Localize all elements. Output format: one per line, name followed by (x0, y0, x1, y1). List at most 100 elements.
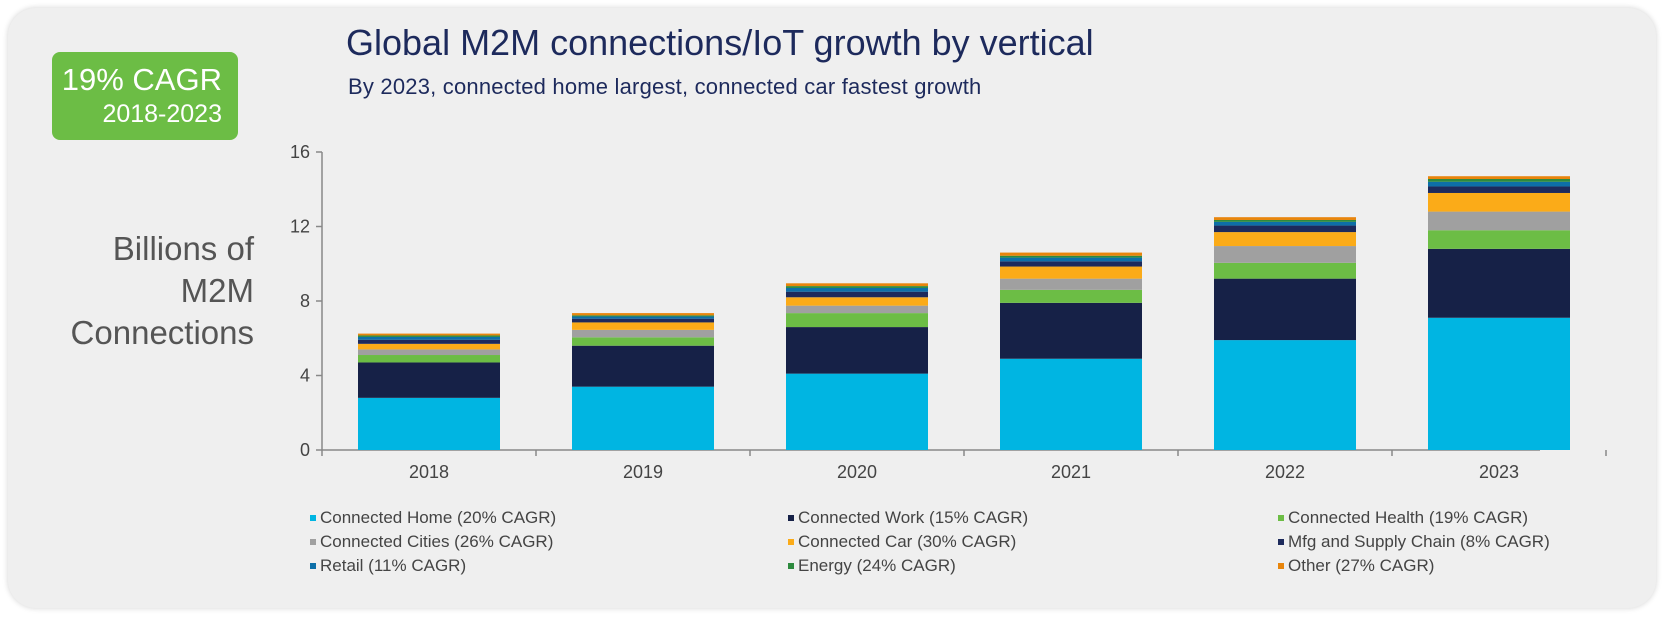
x-tick-label: 2022 (1265, 462, 1305, 482)
bar-segment (1428, 179, 1570, 182)
bar-segment (1000, 302, 1142, 359)
bar-segment (1428, 181, 1570, 187)
legend-swatch (788, 563, 794, 569)
legend-item: Connected Health (19% CAGR) (1278, 508, 1528, 528)
bar-segment (572, 316, 714, 319)
legend-swatch (1278, 539, 1284, 545)
bar-segment (1214, 219, 1356, 222)
legend-label: Connected Home (20% CAGR) (320, 508, 557, 527)
legend-label: Energy (24% CAGR) (798, 556, 956, 575)
bar-segment (786, 313, 928, 328)
legend-item: Connected Home (20% CAGR) (310, 508, 556, 528)
legend-label: Mfg and Supply Chain (8% CAGR) (1288, 532, 1550, 551)
bar-segment (786, 327, 928, 374)
cagr-badge: 19% CAGR 2018-2023 (52, 52, 238, 140)
bar-segment (1428, 317, 1570, 450)
bar-segment (572, 345, 714, 387)
bar-segment (572, 322, 714, 330)
bar-segment (358, 343, 500, 350)
bar-segment (572, 386, 714, 450)
legend-label: Connected Health (19% CAGR) (1288, 508, 1529, 527)
y-tick-label: 0 (300, 440, 310, 460)
x-tick-label: 2023 (1479, 462, 1519, 482)
bar-segment (1428, 176, 1570, 180)
bar-segment (786, 305, 928, 314)
legend-item: Energy (24% CAGR) (788, 556, 956, 576)
bar-segment (786, 297, 928, 306)
legend-item: Retail (11% CAGR) (310, 556, 466, 576)
bar-segment (1214, 340, 1356, 450)
legend-swatch (1278, 563, 1284, 569)
y-tick-label: 12 (290, 217, 310, 237)
legend-label: Connected Car (30% CAGR) (798, 532, 1017, 551)
bar-segment (1214, 221, 1356, 226)
bar-segment (358, 333, 500, 336)
bar-segment (1000, 358, 1142, 450)
legend-swatch (788, 539, 794, 545)
x-tick-label: 2019 (623, 462, 663, 482)
bar-segment (786, 283, 928, 287)
bar-segment (1000, 257, 1142, 262)
bar-segment (1214, 217, 1356, 220)
bar-segment (1428, 230, 1570, 249)
legend-swatch (1278, 515, 1284, 521)
bar-segment (358, 349, 500, 356)
legend-label: Other (27% CAGR) (1288, 556, 1435, 575)
bar-segment (358, 335, 500, 337)
bar-segment (572, 315, 714, 317)
bar-segment (1000, 278, 1142, 290)
legend-item: Connected Car (30% CAGR) (788, 532, 1016, 552)
bar-segment (1214, 278, 1356, 341)
bar-segment (1428, 192, 1570, 212)
bar-segment (358, 339, 500, 344)
legend-label: Connected Cities (26% CAGR) (320, 532, 554, 551)
bar-segment (358, 336, 500, 340)
bar-segment (1000, 252, 1142, 256)
bar-segment (572, 337, 714, 346)
y-tick-label: 4 (300, 366, 310, 386)
y-axis-label-line-3: Connections (70, 314, 254, 351)
bar-segment (1000, 266, 1142, 279)
bar-segment (1428, 186, 1570, 193)
bar-segment (786, 286, 928, 288)
legend-item: Connected Work (15% CAGR) (788, 508, 1028, 528)
bar-segment (358, 397, 500, 450)
cagr-period: 2018-2023 (102, 100, 222, 128)
bar-segment (1214, 262, 1356, 279)
legend-label: Retail (11% CAGR) (320, 556, 467, 575)
bar-segment (786, 291, 928, 298)
bar-segment (1428, 248, 1570, 318)
bar-segment (1000, 289, 1142, 303)
cagr-value: 19% CAGR (61, 62, 222, 97)
y-tick-label: 8 (300, 291, 310, 311)
bar-segment (358, 362, 500, 398)
legend-swatch (310, 515, 316, 521)
y-axis-label-line-2: M2M (180, 272, 254, 309)
x-tick-label: 2020 (837, 462, 877, 482)
bar-segment (1000, 261, 1142, 267)
legend-item: Mfg and Supply Chain (8% CAGR) (1278, 532, 1550, 552)
bar-segment (786, 287, 928, 292)
chart-legend: Connected Home (20% CAGR) Connected Work … (310, 508, 1630, 598)
legend-item: Connected Cities (26% CAGR) (310, 532, 553, 552)
bar-segment (786, 373, 928, 450)
bar-segment (572, 329, 714, 338)
chart-title: Global M2M connections/IoT growth by ver… (346, 22, 1094, 63)
legend-label: Connected Work (15% CAGR) (798, 508, 1029, 527)
bar-segment (572, 313, 714, 316)
legend-swatch (310, 563, 316, 569)
chart-subtitle: By 2023, connected home largest, connect… (348, 74, 982, 99)
bar-segment (1000, 255, 1142, 258)
y-axis-label-line-1: Billions of (112, 230, 254, 267)
bar-segment (1214, 246, 1356, 263)
x-tick-label: 2021 (1051, 462, 1091, 482)
bar-segment (358, 355, 500, 363)
legend-swatch (788, 515, 794, 521)
bar-segment (1214, 232, 1356, 247)
bar-segment (1214, 225, 1356, 233)
bar-segment (1428, 211, 1570, 231)
legend-item: Other (27% CAGR) (1278, 556, 1434, 576)
bar-segment (572, 318, 714, 323)
x-tick-label: 2018 (409, 462, 449, 482)
